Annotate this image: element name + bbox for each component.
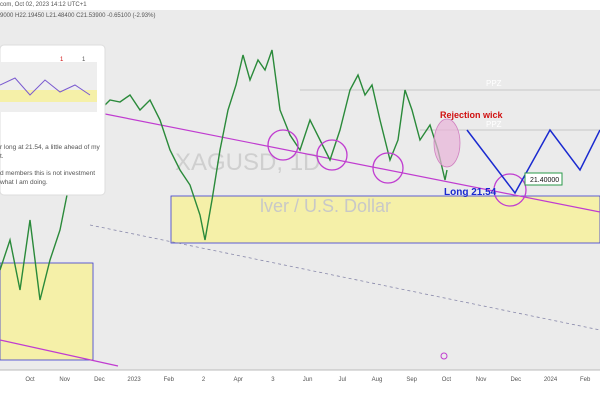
popup-thumbnail-line: [0, 77, 91, 96]
x-tick-label: Jul: [338, 377, 346, 383]
trend-line: [0, 339, 119, 367]
rejection-label: Rejection wick: [440, 110, 504, 120]
touch-circle: [316, 139, 348, 171]
popup-thumbnail-zone: [0, 90, 97, 102]
x-tick-label: 2024: [544, 377, 558, 383]
header-title: com, Oct 02, 2023 14:12 UTC+1: [0, 2, 87, 8]
watermark-name: lver / U.S. Dollar: [260, 196, 391, 216]
touch-circle: [372, 152, 404, 184]
event-icon: [440, 352, 448, 360]
price-tag: 21.40000: [530, 177, 559, 184]
touch-circle: [493, 173, 527, 207]
long-label: Long 21.54: [444, 187, 497, 198]
x-tick-label: 3: [271, 377, 275, 383]
demand-zone: [0, 262, 94, 361]
watermark-symbol: XAGUSD, 1D: [175, 149, 320, 176]
dashed-line: [89, 224, 600, 331]
x-tick-label: Aug: [372, 377, 383, 383]
popup-line: t.: [0, 153, 4, 160]
x-tick-label: Apr: [234, 377, 243, 383]
x-tick-label: Oct: [25, 377, 35, 383]
popup-line: d members this is not investment: [0, 170, 95, 177]
x-tick-label: Nov: [59, 377, 70, 383]
popup-text: r long at 21.54, a little ahead of my t. d…: [0, 144, 100, 186]
x-tick-label: Dec: [94, 377, 105, 383]
header-ohlc: 9000 H22.19450 L21.48400 C21.53900 -0.65…: [0, 13, 155, 19]
demand-zone: [170, 195, 600, 244]
x-tick-label: Dec: [510, 377, 521, 383]
touch-circle: [267, 129, 299, 161]
popup-likes[interactable]: 1: [60, 57, 64, 63]
x-tick-label: Feb: [580, 377, 591, 383]
popup-line: r long at 21.54, a little ahead of my: [0, 144, 100, 151]
popup-thumbnail: [0, 62, 97, 112]
x-tick-label: 2023: [127, 377, 141, 383]
wick-ellipse: [433, 118, 461, 168]
x-tick-label: Sep: [406, 377, 417, 383]
projection: [466, 128, 600, 195]
ppz-label: PPZ: [486, 79, 502, 88]
x-tick-label: Feb: [164, 377, 175, 383]
x-tick-label: Nov: [476, 377, 487, 383]
popup-boosts[interactable]: 1: [82, 57, 86, 63]
popup-line: what I am doing.: [0, 179, 48, 186]
x-tick-label: Oct: [442, 377, 452, 383]
ppz-label: PPZ: [486, 120, 502, 129]
x-tick-label: Jun: [303, 377, 313, 383]
x-tick-label: 2: [202, 377, 206, 383]
trend-line: [94, 111, 600, 213]
price-tag-box: [524, 172, 563, 186]
x-axis-labels: Oct Nov Dec 2023 Feb 2 Apr 3 Jun Jul Aug Sep Oct Nov D…: [25, 377, 591, 383]
